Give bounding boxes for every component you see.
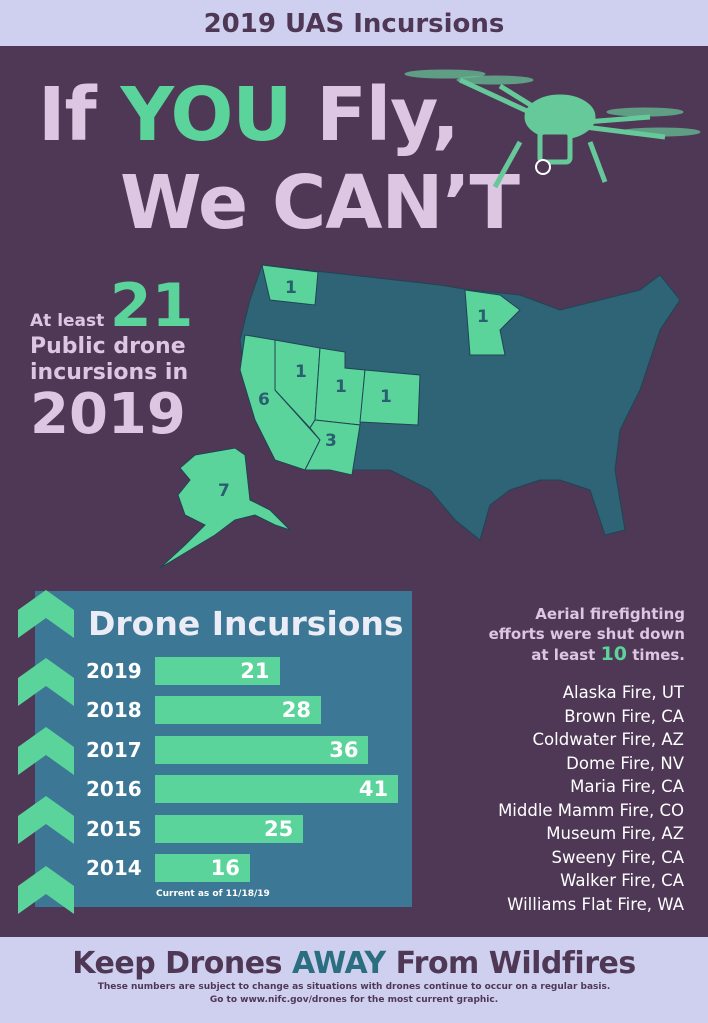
footer-note1: These numbers are subject to change as s… <box>97 982 611 992</box>
chart-title: Drone Incursions <box>88 604 404 643</box>
label-wa: 1 <box>285 278 297 298</box>
fire-list-item: Walker Fire, CA <box>560 871 684 890</box>
state-mn <box>464 289 521 356</box>
footer-title: Keep Drones AWAY From Wildfires <box>0 946 708 981</box>
label-az: 3 <box>325 431 337 451</box>
summary-line2: incursions in <box>30 360 189 385</box>
fire-list-item: Williams Flat Fire, WA <box>507 894 684 914</box>
bar: 41 <box>155 775 399 804</box>
summary-count: 21 <box>109 271 194 341</box>
bar: 21 <box>155 657 280 685</box>
label-mn: 1 <box>477 307 489 327</box>
aerial-line3-post: times. <box>627 646 685 664</box>
bar: 28 <box>155 696 322 725</box>
headline-pre: If <box>38 72 121 158</box>
state-az <box>304 419 361 476</box>
bar-category-label: 2016 <box>86 777 142 802</box>
headline-line1: If YOU Fly, <box>38 72 460 158</box>
bar-category-label: 2017 <box>86 737 142 762</box>
footer: Keep Drones AWAY From Wildfires These nu… <box>0 937 708 1023</box>
label-co: 1 <box>380 387 392 407</box>
fire-list-item: Maria Fire, CA <box>570 777 684 796</box>
label-nv: 1 <box>295 362 307 382</box>
headline-you: YOU <box>120 72 293 158</box>
summary-year: 2019 <box>30 382 186 447</box>
header-title: 2019 UAS Incursions <box>0 0 708 46</box>
aerial-line1: Aerial firefighting <box>535 605 685 623</box>
aerial-line2: efforts were shut down <box>488 625 685 643</box>
us-map: 1 6 1 1 1 3 1 7 <box>159 264 681 569</box>
label-ut: 1 <box>335 377 347 397</box>
aerial-text: Aerial firefighting efforts were shut do… <box>440 604 685 665</box>
state-wa <box>261 264 319 306</box>
bar-category-label: 2015 <box>86 816 142 841</box>
fire-list-item: Dome Fire, NV <box>566 753 684 773</box>
fire-list-item: Alaska Fire, UT <box>562 683 684 702</box>
fire-list: Alaska Fire, UT Brown Fire, CA Coldwater F… <box>498 681 684 916</box>
bar-category-label: 2019 <box>86 659 142 683</box>
headline-line2: We CAN’T <box>120 160 520 246</box>
footer-post: From Wildfires <box>385 946 637 981</box>
bar: 36 <box>155 735 369 764</box>
headline-post: Fly, <box>291 72 460 158</box>
fire-list-item: Brown Fire, CA <box>564 706 684 726</box>
bar: 16 <box>155 854 250 882</box>
chart-note: Current as of 11/18/19 <box>156 889 270 899</box>
fire-list-item: Coldwater Fire, AZ <box>532 730 684 749</box>
summary: At least 21 Public drone incursions in 2… <box>30 276 205 447</box>
label-ak: 7 <box>218 481 230 501</box>
state-co <box>359 369 421 426</box>
label-ca: 6 <box>258 390 270 410</box>
summary-line1: Public drone <box>30 334 186 359</box>
footer-pre: Keep Drones <box>72 946 292 981</box>
aerial-line3-pre: at least <box>531 646 601 664</box>
fire-list-item: Middle Mamm Fire, CO <box>498 800 684 820</box>
bar-category-label: 2014 <box>86 856 142 880</box>
fire-list-item: Sweeny Fire, CA <box>551 847 684 867</box>
bar: 25 <box>155 814 304 843</box>
drone-icon <box>404 69 701 189</box>
chevrons-icon <box>18 590 74 914</box>
summary-prefix: At least <box>30 311 105 331</box>
footer-note2: Go to www.nifc.gov/drones for the most c… <box>209 995 499 1005</box>
fire-list-item: Museum Fire, AZ <box>546 824 684 843</box>
aerial-count: 10 <box>600 643 628 665</box>
footer-away: AWAY <box>291 946 386 981</box>
bar-category-label: 2018 <box>86 698 142 723</box>
state-ak <box>159 447 291 569</box>
